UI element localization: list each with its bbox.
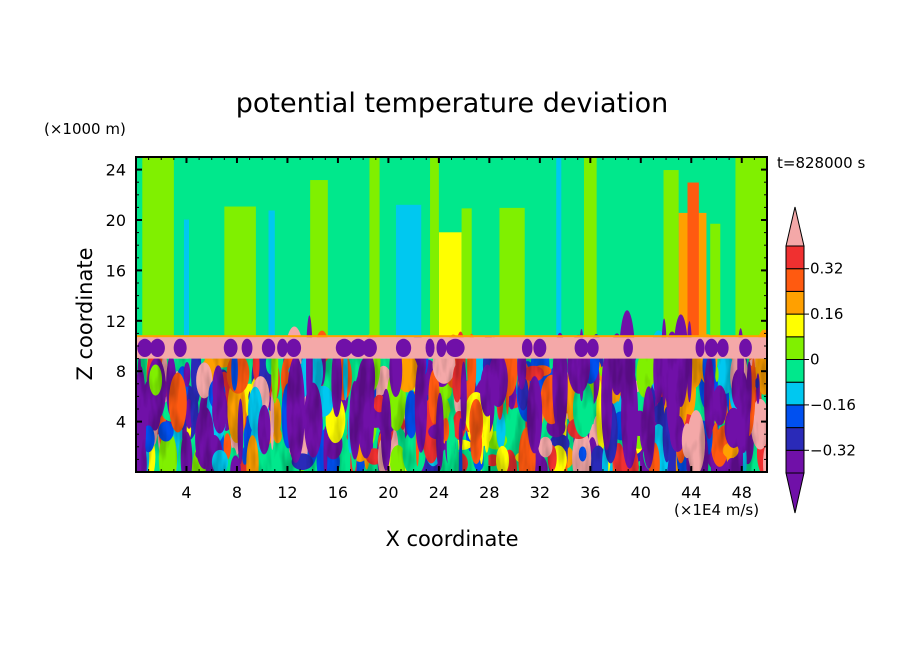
inversion-blob	[277, 338, 288, 358]
y-tick-label: 20	[106, 211, 126, 230]
x-tick-label: 24	[429, 483, 449, 502]
x-tick-label: 40	[631, 483, 651, 502]
inversion-blob	[436, 338, 447, 358]
x-axis: 4 8 12 16 20 24 28 32 36 40 44 48	[148, 157, 755, 502]
colorbar-label: 0.16	[810, 305, 843, 323]
upper-streak	[663, 170, 679, 338]
colorbar-band	[785, 427, 805, 451]
time-label: t=828000 s	[777, 154, 865, 172]
upper-streak	[268, 210, 275, 338]
colorbar-band	[785, 449, 805, 474]
inversion-blob	[149, 338, 165, 358]
x-tick-label: 4	[181, 483, 191, 502]
inversion-edge	[136, 335, 767, 338]
upper-streak	[461, 208, 472, 338]
upper-streak	[687, 182, 699, 338]
y-unit-label: (×1000 m)	[44, 120, 126, 138]
inversion-blob	[137, 338, 153, 358]
inversion-blob	[286, 338, 302, 358]
y-axis-label: Z coordinate	[73, 247, 97, 380]
inversion-blob	[695, 338, 705, 358]
inversion-blob	[574, 338, 589, 358]
x-tick-label: 36	[580, 483, 600, 502]
upper-streak	[369, 157, 380, 338]
upper-streak	[430, 157, 439, 338]
inversion-blob	[173, 338, 187, 358]
upper-streak	[710, 223, 721, 338]
colorbar-extend-low	[785, 472, 805, 514]
y-tick-label: 12	[106, 312, 126, 331]
inversion-blob	[533, 338, 547, 358]
inversion-blob	[623, 338, 633, 358]
colorbar-band	[785, 336, 805, 360]
inversion-blob	[241, 338, 253, 358]
colorbar-label: −0.32	[810, 441, 856, 459]
colorbar-label: −0.16	[810, 396, 856, 414]
inversion-blob	[261, 338, 276, 358]
inversion-blob	[425, 338, 435, 358]
colorbar-band	[785, 404, 805, 429]
upper-streak	[499, 207, 525, 338]
inversion-blob	[717, 338, 729, 358]
colorbar-label: 0.32	[810, 260, 843, 278]
x-tick-label: 20	[378, 483, 398, 502]
upper-streak	[584, 157, 597, 338]
x-tick-label: 16	[328, 483, 348, 502]
inversion-blob	[362, 338, 377, 358]
x-tick-label: 12	[277, 483, 297, 502]
colorbar-band	[785, 290, 805, 315]
colorbar: 0.32 0.16 0 −0.16 −0.32	[785, 206, 856, 514]
inversion-blob	[335, 338, 353, 358]
chart-title: potential temperature deviation	[236, 88, 668, 119]
y-tick-label: 24	[106, 161, 126, 180]
y-tick-label: 16	[106, 261, 126, 280]
inversion-blob	[521, 338, 533, 358]
upper-streak	[310, 180, 328, 338]
upper-streak	[142, 157, 174, 338]
colorbar-band	[785, 268, 805, 292]
upper-streak	[438, 232, 462, 338]
texture	[136, 358, 767, 472]
inversion-blob	[445, 338, 465, 358]
colorbar-extend-high	[785, 206, 805, 247]
inversion-blob	[587, 338, 599, 358]
colorbar-band	[785, 245, 805, 270]
upper-streak	[556, 157, 562, 338]
y-tick-label: 8	[116, 362, 126, 381]
colorbar-band	[785, 313, 805, 338]
colorbar-band	[785, 359, 805, 383]
x-tick-label: 28	[479, 483, 499, 502]
x-tick-label: 32	[530, 483, 550, 502]
inversion-blob	[223, 338, 238, 358]
inversion-blob	[704, 338, 719, 358]
upper-streak	[224, 206, 256, 338]
x-axis-label: X coordinate	[385, 527, 518, 551]
y-axis: 4 8 12 16 20 24	[106, 161, 767, 460]
inversion-blob	[349, 338, 367, 358]
y-tick-label: 4	[116, 413, 126, 432]
x-tick-label: 44	[681, 483, 701, 502]
x-unit-label: (×1E4 m/s)	[674, 501, 759, 519]
inversion-blob	[739, 338, 752, 358]
upper-streak	[183, 219, 190, 338]
colorbar-band	[785, 381, 805, 406]
upper-streak	[735, 157, 767, 338]
upper-streak	[395, 204, 422, 338]
field-layer	[136, 157, 767, 472]
x-tick-label: 8	[232, 483, 242, 502]
inversion-blob	[395, 338, 412, 358]
x-tick-label: 48	[732, 483, 752, 502]
colorbar-label: 0	[810, 351, 820, 369]
